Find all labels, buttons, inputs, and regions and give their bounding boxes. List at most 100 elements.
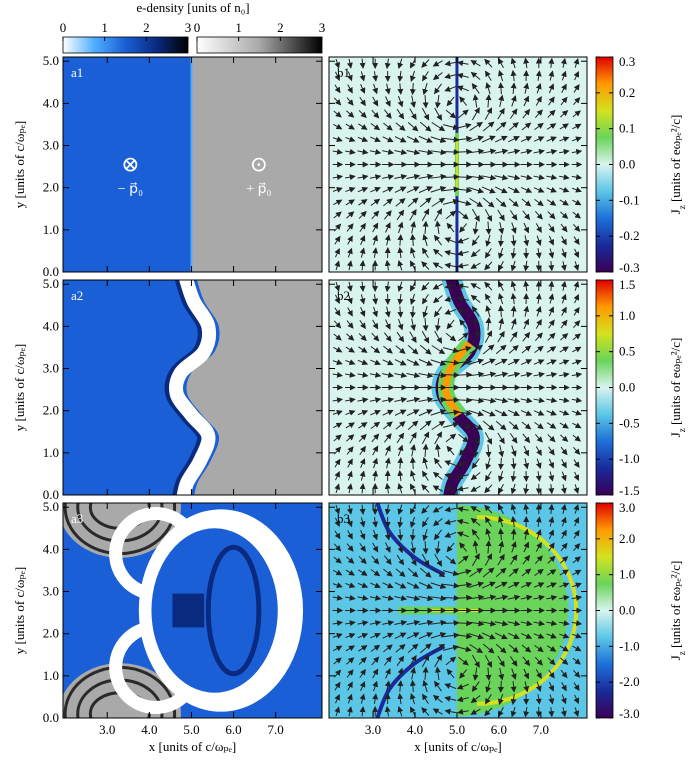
field-arrow xyxy=(382,632,394,639)
field-arrow xyxy=(509,210,518,221)
field-arrow xyxy=(333,320,342,329)
field-arrow xyxy=(561,529,567,539)
field-arrow xyxy=(394,632,407,639)
field-arrow xyxy=(382,595,395,601)
x-axis-label: x [units of c/ωₚₑ] xyxy=(149,739,237,754)
field-arrow xyxy=(359,235,366,245)
field-arrow xyxy=(345,123,355,130)
field-arrow xyxy=(459,446,468,456)
x-tick-label: 4.0 xyxy=(407,722,423,737)
field-arrow xyxy=(406,396,421,403)
field-arrow xyxy=(432,694,443,703)
field-arrow xyxy=(430,396,447,403)
field-arrow xyxy=(546,410,557,416)
field-arrow xyxy=(333,569,343,576)
field-arrow xyxy=(397,95,404,108)
field-arrow xyxy=(471,235,480,246)
field-arrow xyxy=(397,306,404,318)
field-arrow xyxy=(333,645,343,652)
field-arrow xyxy=(559,174,570,181)
field-arrow xyxy=(410,667,417,680)
field-arrow xyxy=(498,94,505,108)
field-arrow xyxy=(561,459,567,469)
density-field xyxy=(191,57,322,272)
field-arrow xyxy=(510,515,517,528)
colorbar-tick-label: 2 xyxy=(277,20,284,35)
field-arrow xyxy=(345,359,356,365)
field-arrow xyxy=(421,330,430,344)
field-arrow xyxy=(397,281,404,292)
field-arrow xyxy=(548,57,555,69)
field-arrow xyxy=(445,332,457,342)
field-arrow xyxy=(409,529,416,542)
field-arrow xyxy=(359,58,366,69)
panel-frame xyxy=(62,56,323,273)
field-arrow xyxy=(446,96,455,107)
field-arrow xyxy=(383,421,393,430)
field-arrow xyxy=(434,529,442,541)
field-arrow xyxy=(421,431,430,445)
field-arrow xyxy=(345,582,356,588)
field-arrow xyxy=(359,84,366,94)
field-arrow xyxy=(445,109,457,119)
y-tick-label: 3.0 xyxy=(43,584,59,599)
field-arrow xyxy=(334,71,340,82)
field-arrow xyxy=(334,84,341,94)
field-arrow xyxy=(508,345,519,354)
field-arrow xyxy=(498,667,505,681)
y-tick-label: 4.0 xyxy=(43,541,59,556)
field-arrow xyxy=(370,186,381,193)
field-arrow xyxy=(359,96,366,107)
field-arrow xyxy=(535,96,542,106)
field-arrow xyxy=(520,594,533,601)
field-arrow xyxy=(535,235,542,246)
field-arrow xyxy=(572,333,581,341)
field-arrow xyxy=(468,358,485,366)
field-arrow xyxy=(509,554,518,565)
density-colorbar-title: e-density [units of n₀] xyxy=(136,0,249,15)
field-arrow xyxy=(548,483,555,495)
field-arrow xyxy=(509,108,518,119)
field-arrow xyxy=(394,595,408,602)
field-arrow xyxy=(548,293,555,304)
field-arrow xyxy=(521,568,532,577)
field-arrow xyxy=(383,555,392,565)
field-arrow xyxy=(495,567,507,578)
field-arrow xyxy=(485,221,492,235)
field-arrow xyxy=(510,503,517,515)
field-arrow xyxy=(346,223,354,232)
field-arrow xyxy=(470,249,481,258)
field-arrow xyxy=(494,632,508,640)
y-tick-label: 2.0 xyxy=(43,180,59,195)
field-arrow xyxy=(358,556,367,565)
field-arrow xyxy=(520,359,533,366)
field-arrow xyxy=(522,554,531,565)
field-arrow xyxy=(422,247,429,258)
colorbar-label-sub: z xyxy=(677,205,687,209)
field-arrow xyxy=(432,262,443,269)
field-arrow xyxy=(357,174,369,181)
field-arrow xyxy=(359,307,366,317)
panel xyxy=(63,280,322,495)
field-arrow xyxy=(345,410,356,416)
y-tick-label: 4.0 xyxy=(43,318,59,333)
field-arrow xyxy=(358,110,367,119)
field-arrow xyxy=(406,409,420,417)
field-arrow xyxy=(497,553,505,566)
colorbar-tick-label: 0 xyxy=(60,20,67,35)
field-arrow xyxy=(471,458,480,469)
field-arrow xyxy=(560,446,568,456)
field-arrow xyxy=(468,371,485,378)
field-arrow xyxy=(571,582,582,589)
field-arrow xyxy=(521,345,532,354)
field-arrow xyxy=(573,306,580,316)
field-arrow xyxy=(345,645,355,652)
field-arrow xyxy=(520,409,533,416)
field-arrow xyxy=(510,222,517,234)
field-arrow xyxy=(430,173,447,180)
field-arrow xyxy=(471,107,480,121)
field-arrow xyxy=(485,82,492,95)
field-arrow xyxy=(469,643,483,654)
field-arrow xyxy=(533,174,545,181)
field-arrow xyxy=(458,210,469,220)
